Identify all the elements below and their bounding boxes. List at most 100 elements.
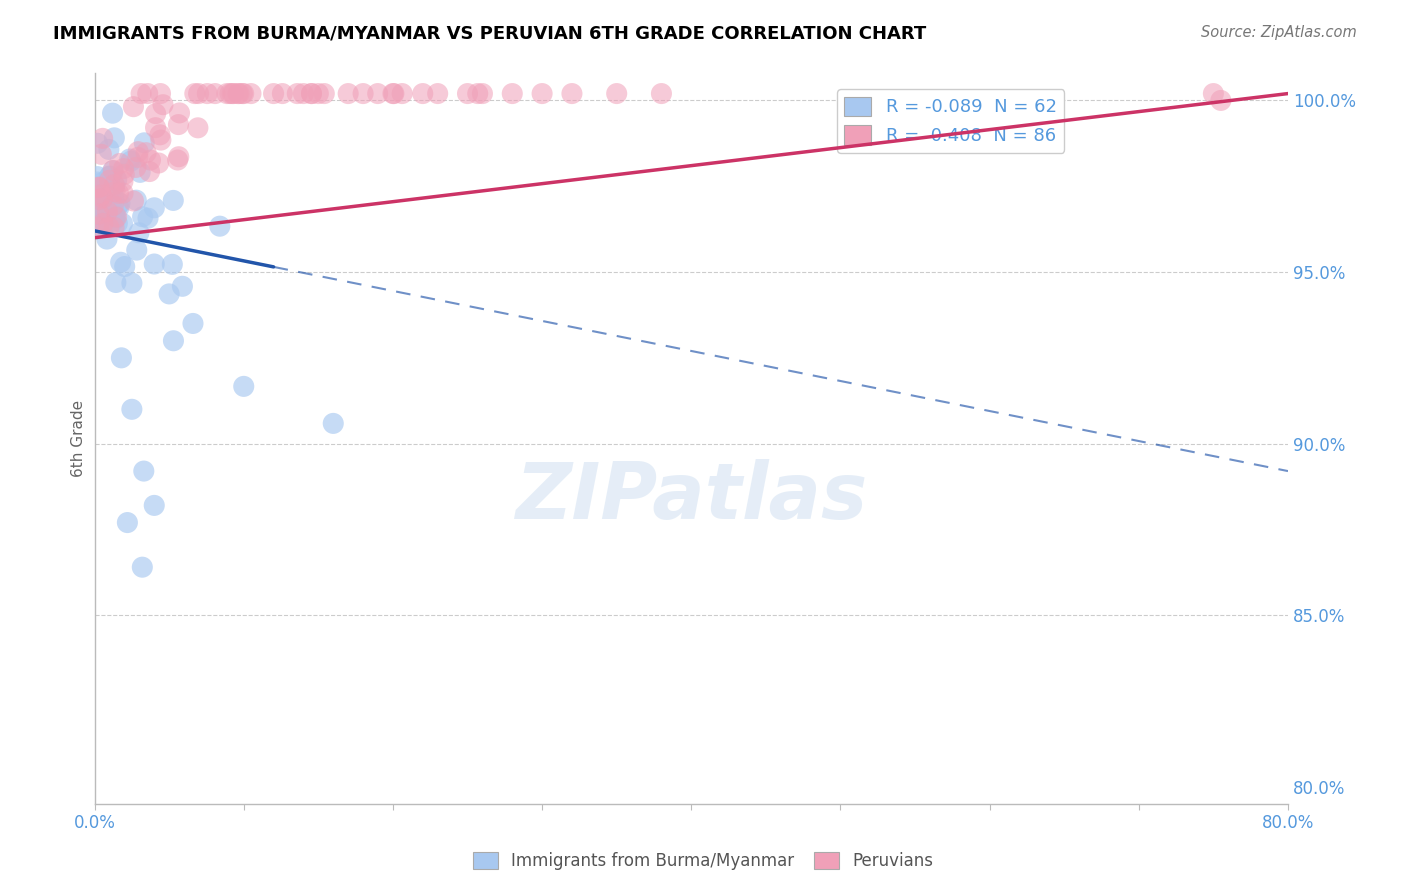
Legend: Immigrants from Burma/Myanmar, Peruvians: Immigrants from Burma/Myanmar, Peruvians [465, 845, 941, 877]
Point [104, 211, 127, 225]
Point [219, 87, 242, 101]
Point [650, 87, 672, 101]
Point [152, 97, 174, 112]
Point [114, 260, 136, 274]
Point [98, 169, 121, 184]
Point [122, 194, 145, 208]
Point [226, 87, 249, 101]
Point [382, 87, 405, 101]
Point [162, 194, 184, 208]
Point [87, 220, 110, 235]
Point [232, 379, 254, 393]
Point [232, 87, 254, 101]
Point [98, 201, 121, 215]
Text: IMMIGRANTS FROM BURMA/MYANMAR VS PERUVIAN 6TH GRADE CORRELATION CHART: IMMIGRANTS FROM BURMA/MYANMAR VS PERUVIA… [53, 25, 927, 43]
Point [457, 87, 479, 101]
Point [149, 128, 172, 142]
Point [90, 187, 112, 202]
Point [90, 216, 112, 230]
Point [187, 87, 209, 101]
Point [103, 198, 125, 212]
Point [169, 106, 191, 120]
Point [162, 257, 184, 271]
Text: ZIPatlas: ZIPatlas [515, 459, 868, 535]
Point [531, 87, 554, 101]
Point [97, 142, 120, 156]
Point [125, 193, 148, 207]
Point [110, 255, 132, 269]
Point [271, 87, 294, 101]
Point [108, 201, 131, 215]
Point [138, 164, 160, 178]
Point [101, 163, 124, 178]
Point [208, 219, 231, 234]
Point [172, 279, 194, 293]
Point [285, 87, 308, 101]
Point [231, 87, 253, 101]
Point [101, 199, 124, 213]
Point [129, 87, 152, 101]
Point [143, 257, 166, 271]
Point [127, 145, 149, 159]
Point [129, 165, 152, 179]
Point [103, 189, 125, 203]
Point [501, 87, 523, 101]
Point [94, 217, 117, 231]
Point [108, 156, 131, 170]
Point [103, 163, 125, 178]
Point [148, 156, 170, 170]
Point [167, 150, 190, 164]
Point [239, 87, 262, 101]
Point [87, 180, 110, 194]
Point [128, 226, 150, 240]
Point [314, 87, 336, 101]
Point [204, 87, 226, 101]
Point [471, 87, 494, 101]
Point [131, 560, 153, 574]
Point [561, 87, 583, 101]
Point [467, 87, 489, 101]
Point [215, 87, 238, 101]
Point [195, 87, 218, 101]
Point [222, 87, 245, 101]
Point [145, 120, 167, 135]
Point [105, 216, 128, 230]
Point [87, 180, 110, 194]
Point [94, 208, 117, 222]
Point [104, 276, 127, 290]
Point [112, 186, 135, 200]
Point [111, 216, 134, 230]
Point [166, 153, 188, 167]
Point [131, 210, 153, 224]
Y-axis label: 6th Grade: 6th Grade [72, 400, 86, 477]
Point [105, 173, 128, 187]
Point [135, 145, 157, 160]
Point [127, 150, 149, 164]
Point [112, 168, 135, 182]
Point [103, 131, 125, 145]
Point [89, 199, 111, 213]
Point [117, 516, 139, 530]
Point [301, 87, 323, 101]
Point [143, 499, 166, 513]
Point [136, 87, 159, 101]
Point [91, 194, 114, 208]
Point [263, 87, 285, 101]
Point [149, 87, 172, 101]
Point [87, 193, 110, 207]
Point [1209, 94, 1232, 108]
Point [162, 334, 184, 348]
Point [103, 213, 125, 227]
Point [391, 87, 413, 101]
Point [105, 210, 128, 224]
Point [184, 87, 207, 101]
Point [322, 417, 344, 431]
Point [98, 204, 121, 219]
Point [136, 211, 159, 226]
Point [132, 464, 155, 478]
Point [337, 87, 360, 101]
Point [107, 186, 129, 201]
Point [134, 136, 156, 150]
Point [98, 169, 121, 183]
Point [98, 173, 121, 187]
